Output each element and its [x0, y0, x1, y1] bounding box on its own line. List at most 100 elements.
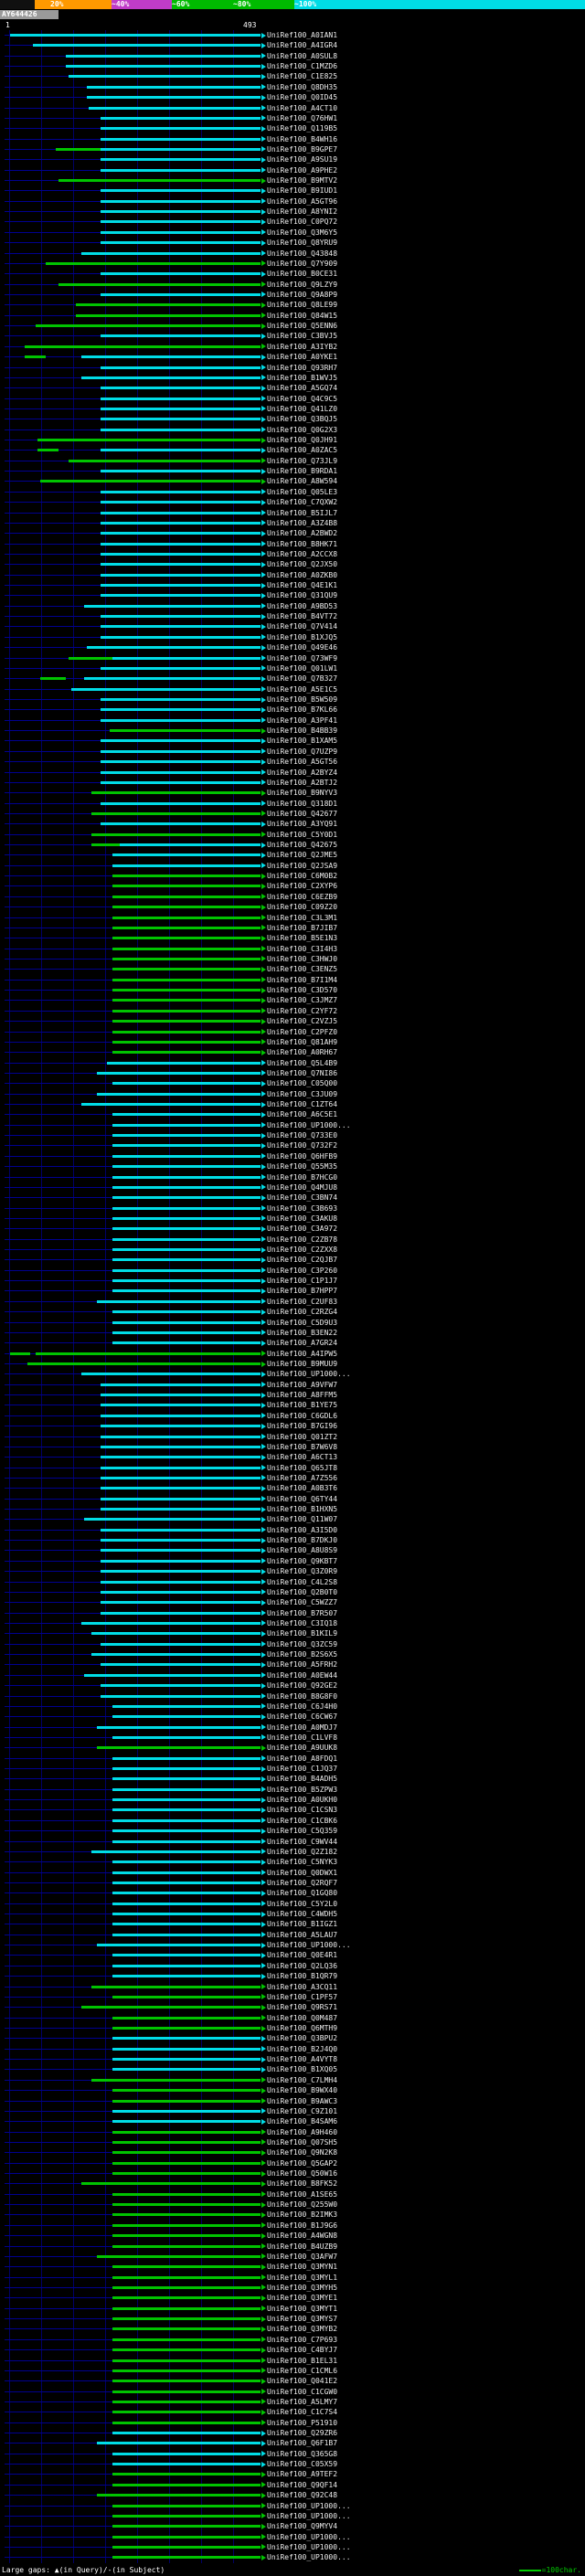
hit-bar-segment[interactable] — [101, 1694, 261, 1698]
hit-label[interactable]: UniRef100_Q0M487 — [267, 2013, 338, 2022]
hit-bar-segment[interactable] — [56, 147, 101, 151]
hit-label[interactable]: UniRef100_B5E1N3 — [267, 934, 338, 943]
hit-bar-segment[interactable] — [112, 1902, 261, 1905]
hit-bar-segment[interactable] — [101, 584, 261, 588]
hit-label[interactable]: UniRef100_C1CGW0 — [267, 2387, 338, 2396]
hit-label[interactable]: UniRef100_Q84W15 — [267, 311, 338, 320]
hit-label[interactable]: UniRef100_B1IGZ1 — [267, 1920, 338, 1929]
hit-label[interactable]: UniRef100_A0RH67 — [267, 1048, 338, 1057]
hit-bar-segment[interactable] — [112, 1715, 261, 1719]
hit-bar-segment[interactable] — [112, 2120, 261, 2124]
hit-bar-segment[interactable] — [112, 2213, 261, 2217]
hit-label[interactable]: UniRef100_A9BD53 — [267, 601, 338, 610]
hit-bar-segment[interactable] — [112, 1767, 261, 1771]
hit-label[interactable]: UniRef100_A5LAU7 — [267, 1930, 338, 1939]
hit-bar-segment[interactable] — [112, 2037, 261, 2041]
hit-bar-segment[interactable] — [112, 2380, 261, 2383]
hit-label[interactable]: UniRef100_Q7Y909 — [267, 259, 338, 268]
hit-bar-segment[interactable] — [101, 552, 261, 556]
hit-label[interactable]: UniRef100_Q6MTH9 — [267, 2024, 338, 2032]
hit-label[interactable]: UniRef100_Q3BQJ5 — [267, 415, 338, 424]
hit-bar-segment[interactable] — [112, 1258, 261, 1262]
hit-bar-segment[interactable] — [101, 1528, 261, 1532]
hit-bar-segment[interactable] — [112, 2411, 261, 2414]
hit-label[interactable]: UniRef100_Q9QF14 — [267, 2480, 338, 2489]
hit-label[interactable]: UniRef100_Q3MYB2 — [267, 2325, 338, 2334]
hit-bar-segment[interactable] — [112, 2556, 261, 2560]
hit-bar-segment[interactable] — [91, 843, 120, 847]
hit-label[interactable]: UniRef100_Q43848 — [267, 249, 338, 258]
hit-bar-segment[interactable] — [112, 1995, 261, 1998]
hit-label[interactable]: UniRef100_A6CT13 — [267, 1453, 338, 1462]
hit-label[interactable]: UniRef100_UP1000... — [267, 2511, 351, 2520]
hit-label[interactable]: UniRef100_B7I1M4 — [267, 975, 338, 984]
hit-label[interactable]: UniRef100_A3I5D0 — [267, 1525, 338, 1534]
hit-bar-segment[interactable] — [101, 511, 261, 514]
hit-label[interactable]: UniRef100_C3I4H3 — [267, 944, 338, 953]
hit-label[interactable]: UniRef100_Q2JME5 — [267, 851, 338, 860]
hit-bar-segment[interactable] — [112, 2285, 261, 2289]
hit-bar-segment[interactable] — [112, 1279, 261, 1283]
hit-bar-segment[interactable] — [86, 646, 261, 650]
hit-label[interactable]: UniRef100_Q041E2 — [267, 2377, 338, 2386]
hit-label[interactable]: UniRef100_Q76HW1 — [267, 113, 338, 122]
hit-bar-segment[interactable] — [112, 2525, 261, 2528]
hit-label[interactable]: UniRef100_A0EW44 — [267, 1670, 338, 1680]
hit-label[interactable]: UniRef100_A6C5E1 — [267, 1110, 338, 1119]
hit-bar-segment[interactable] — [112, 1975, 261, 1978]
hit-label[interactable]: UniRef100_A0B3T6 — [267, 1484, 338, 1493]
hit-bar-segment[interactable] — [112, 853, 261, 857]
hit-bar-segment[interactable] — [112, 656, 261, 660]
hit-label[interactable]: UniRef100_Q05LE3 — [267, 487, 338, 496]
hit-label[interactable]: UniRef100_Q255W0 — [267, 2200, 338, 2210]
hit-bar-segment[interactable] — [112, 1798, 261, 1802]
hit-bar-segment[interactable] — [112, 1818, 261, 1822]
hit-bar-segment[interactable] — [101, 189, 261, 193]
hit-label[interactable]: UniRef100_UP1000... — [267, 2542, 351, 2551]
hit-bar-segment[interactable] — [112, 1237, 261, 1241]
hit-label[interactable]: UniRef100_B8G8F0 — [267, 1691, 338, 1701]
hit-bar-segment[interactable] — [112, 2130, 261, 2134]
hit-bar-segment[interactable] — [112, 1704, 261, 1708]
hit-label[interactable]: UniRef100_C3IQ18 — [267, 1618, 338, 1627]
hit-bar-segment[interactable] — [112, 2099, 261, 2103]
hit-label[interactable]: UniRef100_A4CT10 — [267, 103, 338, 112]
hit-label[interactable]: UniRef100_B2J4Q0 — [267, 2044, 338, 2053]
hit-bar-segment[interactable] — [112, 2265, 261, 2269]
hit-bar-segment[interactable] — [112, 2317, 261, 2321]
hit-label[interactable]: UniRef100_Q9KBT7 — [267, 1556, 338, 1565]
hit-bar-segment[interactable] — [101, 760, 261, 764]
hit-label[interactable]: UniRef100_B7DKJ0 — [267, 1536, 338, 1545]
hit-bar-segment[interactable] — [112, 1082, 261, 1086]
hit-bar-segment[interactable] — [91, 1985, 261, 1988]
hit-bar-segment[interactable] — [112, 2275, 261, 2279]
hit-bar-segment[interactable] — [89, 106, 261, 110]
hit-bar-segment[interactable] — [112, 989, 261, 992]
hit-bar-segment[interactable] — [112, 1113, 261, 1117]
hit-bar-segment[interactable] — [112, 1248, 261, 1252]
hit-bar-segment[interactable] — [101, 137, 261, 141]
hit-bar-segment[interactable] — [96, 2254, 261, 2258]
hit-label[interactable]: UniRef100_Q119B5 — [267, 124, 338, 133]
hit-bar-segment[interactable] — [112, 2535, 261, 2539]
hit-bar-segment[interactable] — [101, 1425, 261, 1428]
hit-bar-segment[interactable] — [112, 968, 261, 971]
hit-bar-segment[interactable] — [101, 1570, 261, 1574]
hit-bar-segment[interactable] — [101, 1456, 261, 1459]
hit-bar-segment[interactable] — [35, 1352, 261, 1355]
hit-bar-segment[interactable] — [112, 2337, 261, 2341]
hit-bar-segment[interactable] — [107, 1061, 261, 1065]
hit-label[interactable]: UniRef100_Q5L4B9 — [267, 1058, 338, 1067]
hit-bar-segment[interactable] — [101, 147, 261, 151]
hit-label[interactable]: UniRef100_Q73WF9 — [267, 653, 338, 663]
hit-label[interactable]: UniRef100_A2BWD2 — [267, 529, 338, 538]
hit-label[interactable]: UniRef100_B4BB39 — [267, 726, 338, 736]
hit-bar-segment[interactable] — [112, 916, 261, 919]
hit-label[interactable]: UniRef100_Q7B327 — [267, 674, 338, 684]
hit-label[interactable]: UniRef100_C3AKU8 — [267, 1214, 338, 1223]
hit-bar-segment[interactable] — [112, 2244, 261, 2248]
hit-bar-segment[interactable] — [112, 2140, 261, 2144]
hit-bar-segment[interactable] — [112, 2306, 261, 2310]
hit-bar-segment[interactable] — [112, 1787, 261, 1791]
hit-bar-segment[interactable] — [101, 563, 261, 567]
